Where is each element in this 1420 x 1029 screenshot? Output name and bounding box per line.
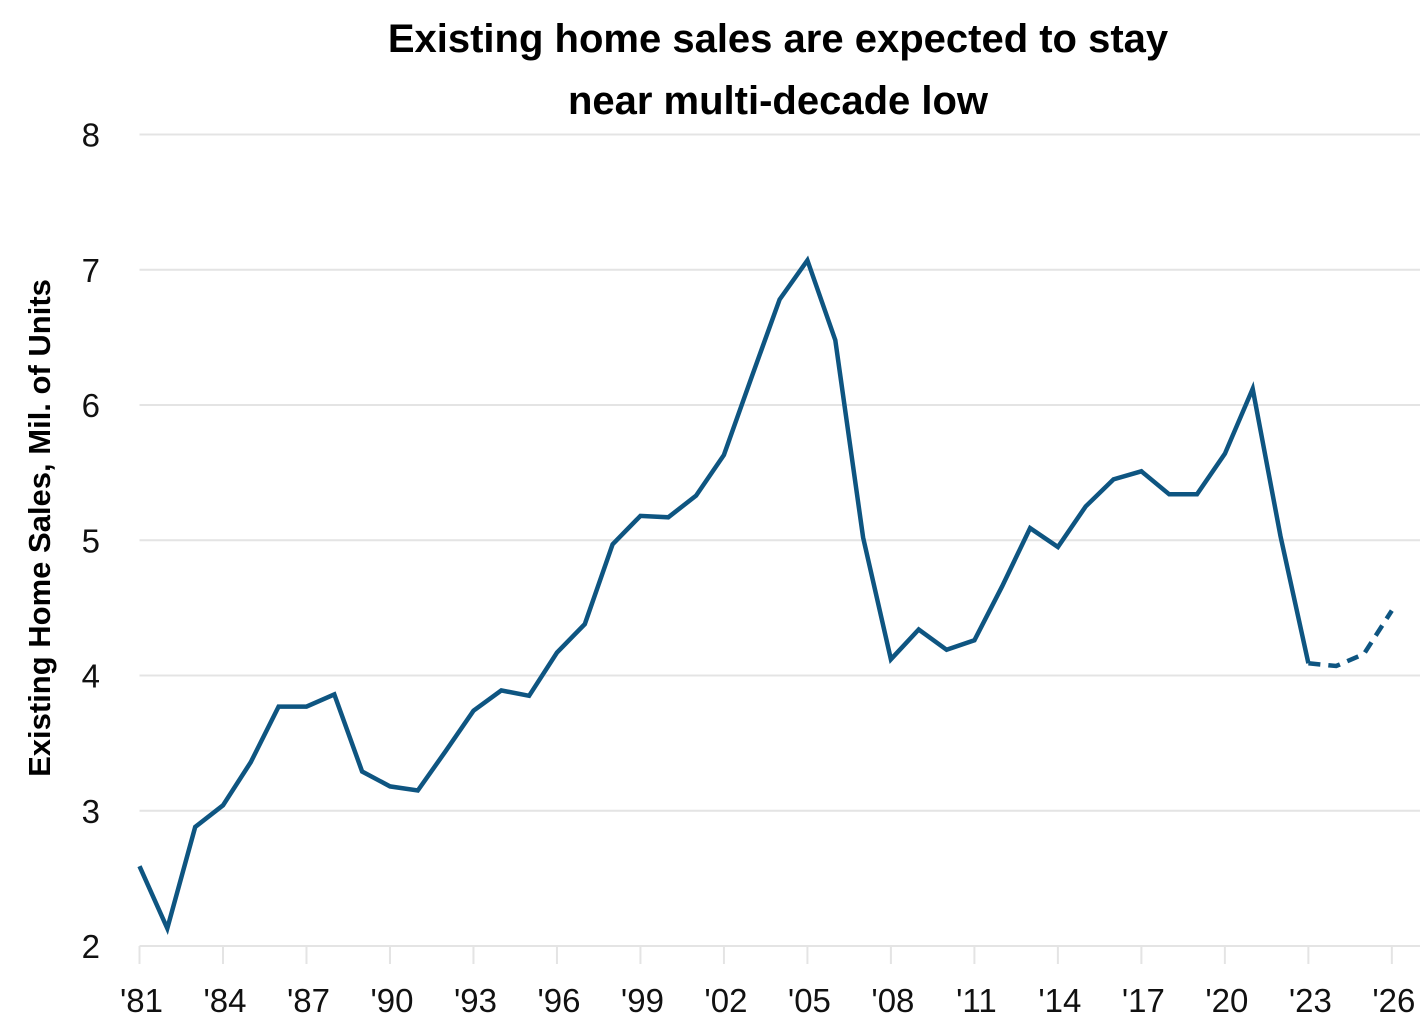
y-tick-label: 5 (82, 522, 100, 559)
series-line-actual (137, 255, 1311, 936)
x-tick-label: '20 (1205, 982, 1248, 1019)
x-tick-label: '23 (1289, 982, 1332, 1019)
x-tick-label: '26 (1372, 982, 1415, 1019)
chart-title-line-1: Existing home sales are expected to stay (388, 17, 1169, 61)
x-tick-label: '08 (871, 982, 914, 1019)
x-tick-label: '96 (537, 982, 580, 1019)
y-tick-label: 7 (82, 252, 100, 289)
chart-title: Existing home sales are expected to stay… (388, 17, 1169, 123)
series-line-forecast (1308, 609, 1394, 669)
y-tick-label: 2 (82, 928, 100, 965)
x-axis-ticks: '81 '84 '87 '90 '93 '96 '99 '02 '05 '08 '11 '14 '17 '… (120, 946, 1415, 1019)
x-tick-label: '90 (370, 982, 413, 1019)
y-tick-label: 4 (82, 658, 100, 695)
x-tick-label: '87 (287, 982, 330, 1019)
x-tick-label: '11 (956, 982, 997, 1019)
y-tick-label: 3 (82, 793, 100, 830)
x-tick-label: '14 (1038, 982, 1081, 1019)
gridlines (139, 133, 1420, 947)
y-axis-label: Existing Home Sales, Mil. of Units (22, 279, 57, 777)
x-tick-label: '17 (1122, 982, 1165, 1019)
x-tick-label: '93 (454, 982, 497, 1019)
chart-title-line-2: near multi-decade low (568, 79, 989, 123)
series-layer (137, 255, 1394, 936)
x-tick-label: '99 (621, 982, 664, 1019)
y-tick-label: 6 (82, 387, 100, 424)
x-tick-label: '05 (788, 982, 831, 1019)
x-tick-label: '81 (120, 982, 163, 1019)
y-axis-ticks: 2 3 4 5 6 7 8 (82, 117, 100, 966)
x-tick-label: '02 (704, 982, 747, 1019)
x-tick-label: '84 (203, 982, 246, 1019)
y-tick-label: 8 (82, 117, 100, 154)
